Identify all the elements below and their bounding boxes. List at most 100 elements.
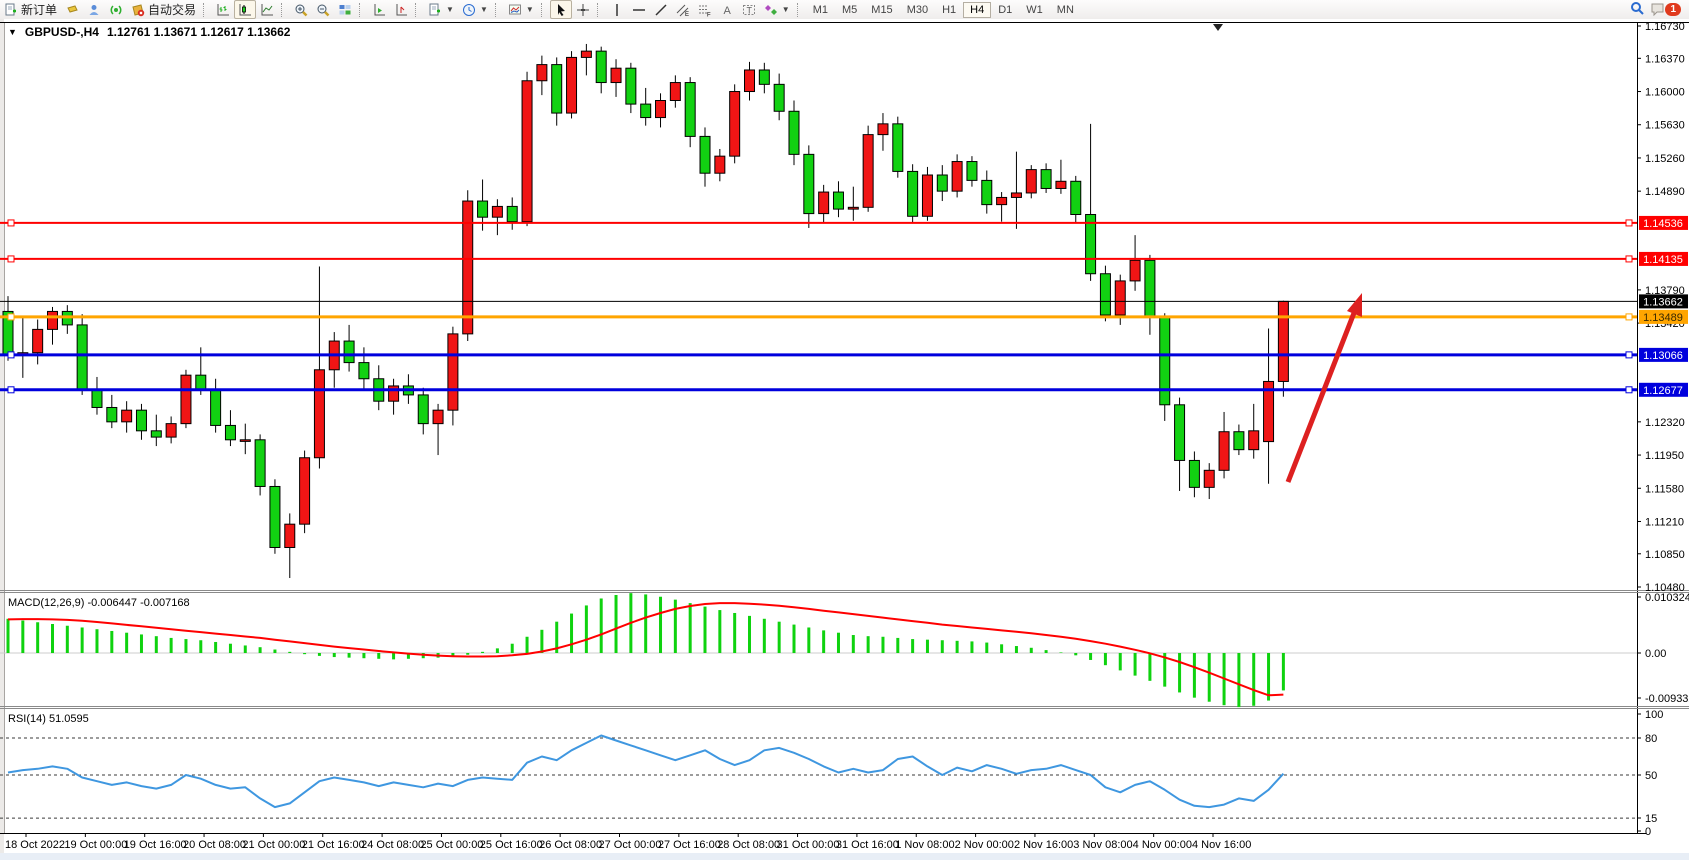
svg-text:100: 100 xyxy=(1645,709,1663,721)
svg-text:1.16370: 1.16370 xyxy=(1645,53,1685,65)
chart-symbol-period: GBPUSD-,H4 xyxy=(24,25,99,39)
horizontal-line-button[interactable] xyxy=(628,0,650,19)
timeframe-mn-button[interactable]: MN xyxy=(1056,3,1074,16)
toolbar-separator xyxy=(281,2,286,17)
up-arrow-annotation[interactable] xyxy=(1285,293,1362,483)
bull-candle xyxy=(655,100,667,119)
timeframe-d1-button[interactable]: D1 xyxy=(998,3,1013,16)
line-handle xyxy=(1625,313,1633,321)
line-chart-button[interactable] xyxy=(256,0,278,19)
svg-text:19 Oct 00:00: 19 Oct 00:00 xyxy=(64,839,127,851)
community-button[interactable] xyxy=(83,0,105,19)
bull-candle xyxy=(1025,169,1037,194)
svg-text:1.13790: 1.13790 xyxy=(1645,285,1685,297)
auto-scroll-button[interactable] xyxy=(368,0,390,19)
timeframe-m5-button[interactable]: M5 xyxy=(842,3,858,16)
notification-badge: 1 xyxy=(1665,3,1681,16)
bull-candle xyxy=(165,423,177,438)
chart-shift-marker-icon[interactable] xyxy=(1213,24,1223,31)
bull-candle xyxy=(1010,192,1022,198)
timeframe-w1-button[interactable]: W1 xyxy=(1026,3,1043,16)
text-button[interactable]: A xyxy=(716,0,738,19)
timeframe-m1-button[interactable]: M1 xyxy=(812,3,828,16)
chart-menu-icon[interactable]: ▼ xyxy=(8,27,17,37)
zoom-out-button[interactable] xyxy=(312,0,334,19)
bear-candle xyxy=(343,340,355,364)
periods-button[interactable]: ▼ xyxy=(458,0,492,19)
bear-candle xyxy=(358,362,370,380)
bear-candle xyxy=(640,103,652,119)
timeframe-m15-button[interactable]: M15 xyxy=(871,3,893,16)
bull-candle xyxy=(284,523,296,549)
bull-candle xyxy=(313,369,325,459)
toolbar-separator xyxy=(796,2,802,17)
market-watch-button[interactable] xyxy=(61,0,83,19)
svg-text:-0.009332: -0.009332 xyxy=(1645,693,1689,705)
timeframe-h4-button[interactable]: H4 xyxy=(963,1,992,18)
svg-text:1.15260: 1.15260 xyxy=(1645,153,1685,165)
crosshair-button[interactable] xyxy=(572,0,594,19)
bar-chart-button[interactable] xyxy=(212,0,234,19)
bull-candle xyxy=(299,457,311,525)
rsi-panel[interactable] xyxy=(7,734,1285,809)
cursor-button[interactable] xyxy=(549,0,572,19)
trendline-button[interactable] xyxy=(650,0,672,19)
toolbar-separator xyxy=(203,2,208,17)
auto-trading-button[interactable]: 自动交易 xyxy=(127,0,200,19)
chart-shift-button[interactable] xyxy=(390,0,412,19)
line-handle xyxy=(1625,386,1633,394)
bear-candle xyxy=(684,82,696,137)
macd-panel[interactable] xyxy=(6,593,1285,708)
equidistant-channel-button[interactable]: E xyxy=(672,0,694,19)
dropdown-caret-icon[interactable]: ▼ xyxy=(525,5,534,14)
bear-candle xyxy=(1188,459,1200,488)
tile-windows-button[interactable] xyxy=(334,0,356,19)
bear-candle xyxy=(981,179,993,206)
main-toolbar: 新订单 自动交易 ▼ ▼ ▼ E F A T ▼ M1 M5 M15 M30 H1 H4 D1 W1 MN 1 xyxy=(0,0,1689,20)
svg-text:1.12320: 1.12320 xyxy=(1645,417,1685,429)
bull-candle xyxy=(921,174,933,217)
timeframe-h1-button[interactable]: H1 xyxy=(942,3,957,16)
bear-candle xyxy=(135,409,147,432)
new-order-button[interactable]: 新订单 xyxy=(0,0,61,19)
dropdown-caret-icon[interactable]: ▼ xyxy=(479,5,488,14)
dropdown-caret-icon[interactable]: ▼ xyxy=(446,5,454,14)
svg-text:T: T xyxy=(746,5,752,15)
bull-candle xyxy=(1218,431,1230,471)
timeframe-m30-button[interactable]: M30 xyxy=(906,3,929,16)
text-label-button[interactable]: T xyxy=(738,0,760,19)
svg-text:1.16730: 1.16730 xyxy=(1645,21,1685,33)
signals-button[interactable] xyxy=(105,0,127,19)
horizontal-lines[interactable]: 1.14536 1.14135 1.13662 1.13489 1.13066 1.126… xyxy=(0,215,1688,397)
line-handle xyxy=(7,219,15,227)
arrows-button[interactable]: ▼ xyxy=(760,0,794,19)
indicator-axis[interactable]: 0.010324 0.00 -0.009332 100 80 50 150 xyxy=(1637,592,1689,838)
price-tag-1.12677 xyxy=(1639,382,1688,397)
bull-candle xyxy=(847,206,859,210)
indicators-button[interactable]: ▼ xyxy=(504,0,538,19)
svg-text:4 Nov 00:00: 4 Nov 00:00 xyxy=(1133,839,1192,851)
bull-candle xyxy=(1114,280,1126,316)
bear-candle xyxy=(76,324,88,391)
price-axis[interactable]: 1.16730 1.16370 1.16000 1.15630 1.15260 1.148… xyxy=(1637,21,1685,594)
zoom-in-button[interactable] xyxy=(290,0,312,19)
chart-canvas[interactable]: 1.16730 1.16370 1.16000 1.15630 1.15260 1.148… xyxy=(0,19,1689,860)
vertical-line-button[interactable] xyxy=(606,0,628,19)
bull-candle xyxy=(1248,430,1260,451)
dropdown-caret-icon[interactable]: ▼ xyxy=(781,5,790,14)
timeframe-toolbar: M1 M5 M15 M30 H1 H4 D1 W1 MN xyxy=(794,1,1081,18)
bear-candle xyxy=(1099,273,1111,316)
bear-candle xyxy=(1085,213,1097,275)
new-chart-button[interactable]: ▼ xyxy=(424,0,458,19)
fibonacci-button[interactable]: F xyxy=(694,0,716,19)
svg-text:18 Oct 2022: 18 Oct 2022 xyxy=(5,839,65,851)
candlestick-chart-button[interactable] xyxy=(234,0,257,19)
bull-candle xyxy=(521,80,533,223)
search-icon[interactable] xyxy=(1630,1,1645,19)
svg-text:27 Oct 16:00: 27 Oct 16:00 xyxy=(658,839,721,851)
svg-text:1.13066: 1.13066 xyxy=(1643,350,1683,362)
notifications-icon[interactable]: 1 xyxy=(1651,3,1681,16)
bull-candle xyxy=(818,191,830,215)
rsi-indicator-label: RSI(14) 51.0595 xyxy=(8,713,89,725)
